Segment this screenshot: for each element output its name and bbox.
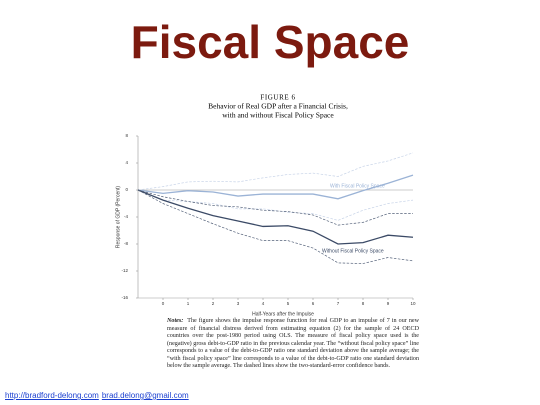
site-link[interactable]: http://bradford-delong.com — [5, 391, 99, 400]
y-tick-label: -16 — [121, 295, 128, 300]
email-link[interactable]: brad.delong@gmail.com — [101, 391, 189, 400]
confidence-band — [137, 189, 414, 221]
confidence-band — [137, 189, 413, 226]
y-axis-label: Response of GDP (Percent) — [115, 186, 121, 248]
x-axis-label: Half-Years after the Impulse — [252, 311, 314, 317]
series-label: Without Fiscal Policy Space — [322, 248, 384, 254]
y-tick-label: 0 — [125, 187, 128, 192]
x-tick-label: 9 — [387, 301, 390, 306]
y-tick-label: 8 — [125, 133, 128, 138]
confidence-band — [137, 189, 414, 264]
y-tick-label: -4 — [124, 214, 128, 219]
y-tick-label: 4 — [125, 160, 128, 165]
x-tick-label: 2 — [212, 301, 215, 306]
notes-label: Notes: — [167, 318, 184, 324]
chart-title: with and without Fiscal Policy Space — [222, 111, 334, 120]
x-tick-label: 4 — [262, 301, 265, 306]
notes-text: The figure shows the impulse response fu… — [167, 318, 419, 369]
x-tick-label: 7 — [337, 301, 340, 306]
x-tick-label: 6 — [312, 301, 315, 306]
x-tick-label: 1 — [187, 301, 190, 306]
series-line — [137, 189, 414, 245]
chart-title: Behavior of Real GDP after a Financial C… — [208, 102, 348, 111]
x-tick-label: 10 — [410, 301, 416, 306]
x-tick-label: 8 — [362, 301, 365, 306]
y-tick-label: -12 — [121, 268, 128, 273]
notes: Notes: The figure shows the impulse resp… — [167, 318, 419, 371]
x-tick-label: 5 — [287, 301, 290, 306]
x-tick-label: 0 — [162, 301, 165, 306]
footer: http://bradford-delong.com brad.delong@gm… — [5, 391, 192, 400]
confidence-band — [137, 152, 414, 191]
series-label: With Fiscal Policy Space — [330, 183, 385, 189]
figure-label: FIGURE 6 — [260, 94, 295, 102]
y-tick-label: -8 — [124, 241, 128, 246]
x-tick-label: 3 — [237, 301, 240, 306]
series-line — [137, 174, 414, 200]
slide-title: Fiscal Space — [131, 16, 410, 68]
